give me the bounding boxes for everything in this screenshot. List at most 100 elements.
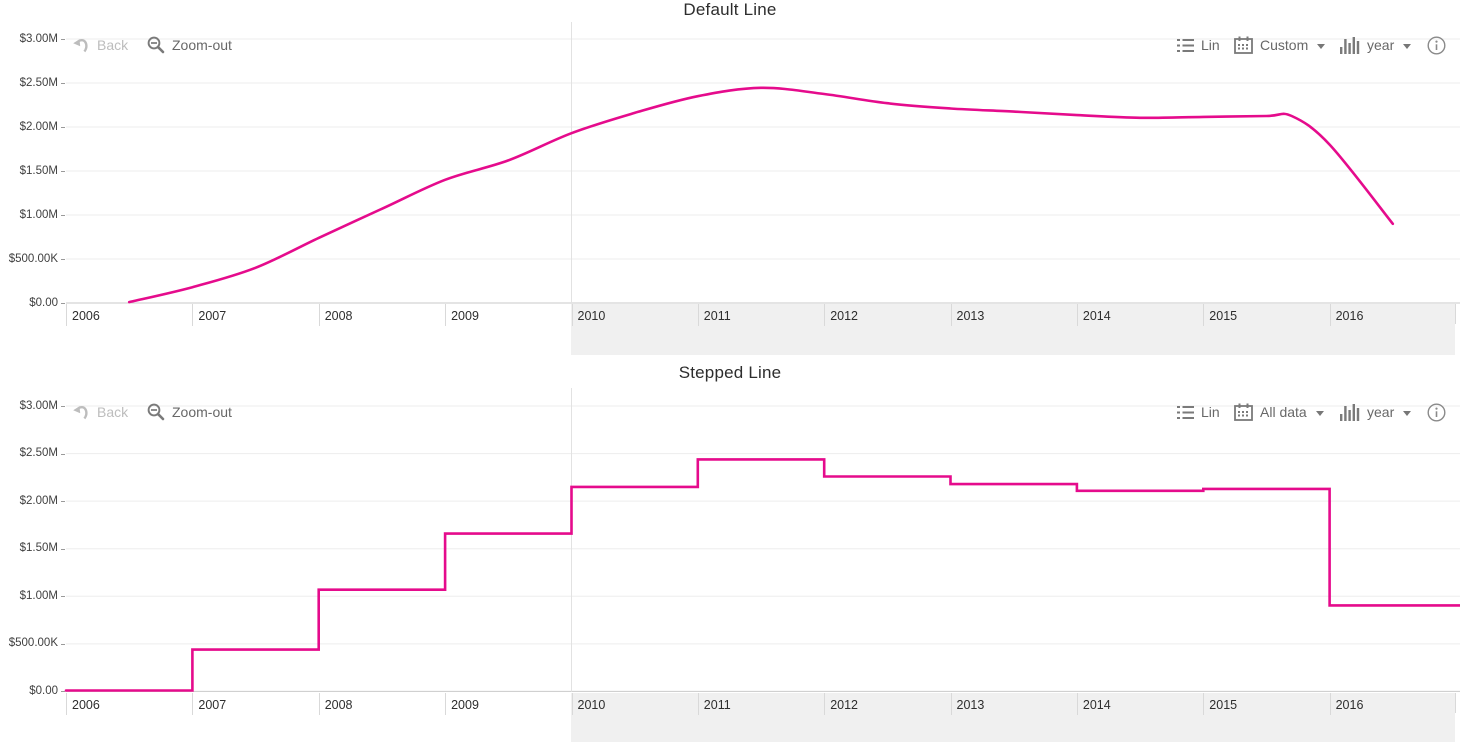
x-axis-label: 2011: [703, 698, 731, 712]
chart-toolbar: Back Zoom-out Lin: [0, 402, 1460, 422]
grouping-label: year: [1367, 37, 1395, 53]
back-button[interactable]: Back: [72, 402, 128, 422]
chevron-down-icon: [1403, 43, 1412, 49]
x-axis-tick: [824, 693, 826, 715]
y-axis-tick: [61, 171, 65, 172]
x-axis-label: 2015: [1209, 309, 1238, 323]
y-axis-tick: [61, 127, 65, 128]
undo-arrow-icon: [73, 38, 88, 52]
zoom-out-label: Zoom-out: [172, 404, 232, 420]
y-axis-tick: [61, 406, 65, 407]
y-axis-tick: [61, 453, 65, 455]
x-axis-tick: [571, 693, 573, 715]
x-axis-tick: [318, 693, 320, 715]
x-axis-tick: [1455, 693, 1456, 713]
y-axis-tick: [61, 83, 65, 84]
axis-selection-band[interactable]: [571, 693, 1455, 742]
chart-toolbar: Back Zoom-out Lin: [0, 35, 1460, 55]
date-range-label: All data: [1260, 404, 1307, 420]
x-axis-tick: [950, 304, 952, 326]
x-axis-label: 2006: [72, 698, 100, 712]
zoom-out-icon: [147, 403, 165, 421]
list-icon: [1177, 38, 1194, 52]
zoom-out-label: Zoom-out: [172, 37, 232, 53]
date-range-button[interactable]: All data: [1234, 402, 1324, 422]
x-axis-label: 2009: [451, 698, 479, 712]
chevron-down-icon: [1315, 410, 1324, 416]
x-axis-tick: [1076, 304, 1078, 326]
grouping-label: year: [1367, 404, 1395, 420]
x-axis-tick: [1329, 693, 1331, 715]
x-axis-tick: [192, 304, 194, 326]
line-series: [127, 86, 1395, 304]
back-label: Back: [97, 37, 129, 53]
chevron-down-icon: [1317, 43, 1326, 49]
x-axis-tick: [66, 304, 67, 326]
y-axis-tick: [61, 303, 65, 304]
x-axis-label: 2012: [830, 309, 858, 323]
info-icon: [1427, 35, 1446, 55]
y-axis-label: $3.00M: [19, 399, 58, 412]
back-label: Back: [97, 404, 129, 420]
zoom-out-button[interactable]: Zoom-out: [147, 35, 232, 55]
chart-title: Stepped Line: [678, 363, 782, 382]
x-axis-tick: [950, 693, 952, 715]
y-axis-tick: [61, 501, 65, 503]
y-axis-tick: [61, 596, 65, 598]
y-axis-label: $0.00: [29, 684, 58, 697]
chart-stepped-line: Stepped Line $3.00M $2.50M $2.00M $1.50M $1.…: [0, 361, 1460, 742]
y-axis-label: $1.00M: [19, 208, 58, 221]
info-button[interactable]: [1427, 35, 1446, 55]
info-button[interactable]: [1427, 402, 1446, 422]
y-axis-label: $500.00K: [8, 252, 58, 265]
y-axis-label: $2.00M: [19, 494, 58, 507]
date-range-label: Custom: [1260, 37, 1309, 53]
y-axis-tick: [61, 548, 65, 550]
x-axis-tick: [1455, 304, 1456, 324]
x-axis-tick: [824, 304, 826, 326]
x-axis-tick: [1203, 693, 1205, 715]
x-axis-label: 2016: [1335, 698, 1364, 712]
date-range-button[interactable]: Custom: [1234, 35, 1326, 55]
calendar-icon: [1234, 403, 1253, 421]
y-axis-label: $1.50M: [19, 164, 58, 177]
x-axis-label: 2016: [1335, 309, 1364, 323]
y-axis-label: $500.00K: [8, 637, 58, 650]
grouping-button[interactable]: year: [1340, 402, 1412, 422]
chart-title: Default Line: [683, 0, 777, 19]
x-axis-tick: [697, 304, 699, 326]
bars-icon: [1340, 36, 1360, 54]
undo-arrow-icon: [73, 405, 88, 419]
step-series: [64, 458, 1460, 692]
list-icon: [1177, 405, 1194, 419]
x-axis-tick: [192, 693, 194, 715]
calendar-icon: [1234, 36, 1253, 54]
x-axis-tick: [571, 304, 573, 326]
x-axis-label: 2010: [577, 309, 606, 323]
linear-scale-button[interactable]: Lin: [1177, 35, 1220, 55]
y-axis-tick: [61, 643, 65, 645]
x-axis-tick: [66, 693, 67, 715]
x-axis-tick: [445, 304, 447, 326]
grouping-button[interactable]: year: [1340, 35, 1412, 55]
linear-scale-label: Lin: [1201, 37, 1220, 53]
x-axis-tick: [1329, 304, 1331, 326]
plot-area[interactable]: [0, 0, 1460, 361]
x-axis-label: 2014: [1082, 698, 1111, 712]
axis-selection-band[interactable]: [571, 304, 1455, 355]
chevron-down-icon: [1403, 410, 1412, 416]
y-axis-label: $2.00M: [19, 120, 58, 133]
zoom-out-button[interactable]: Zoom-out: [147, 402, 232, 422]
plot-area[interactable]: [0, 361, 1460, 742]
back-button[interactable]: Back: [72, 35, 128, 55]
x-axis-label: 2009: [451, 309, 479, 323]
linear-scale-button[interactable]: Lin: [1177, 402, 1220, 422]
zoom-out-icon: [147, 36, 165, 54]
x-axis-label: 2006: [72, 309, 100, 323]
x-axis-label: 2013: [956, 698, 985, 712]
y-axis-label: $2.50M: [19, 76, 58, 89]
y-axis-label: $3.00M: [19, 32, 58, 45]
y-axis-tick: [61, 215, 65, 216]
x-axis-tick: [445, 693, 447, 715]
x-axis-label: 2015: [1209, 698, 1238, 712]
